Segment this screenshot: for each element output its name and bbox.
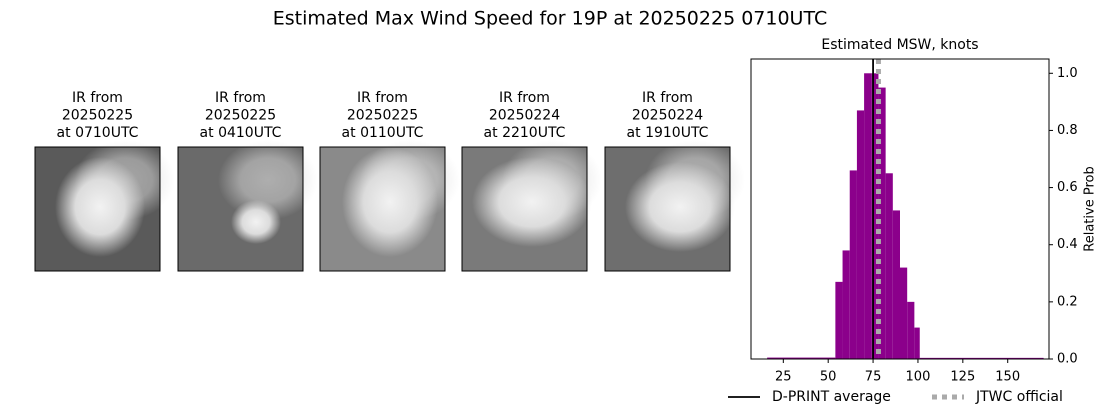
satellite-image xyxy=(461,140,602,272)
panel-label: IR from xyxy=(72,90,123,106)
histogram-bar xyxy=(856,110,865,359)
y-tick-label: 0.0 xyxy=(1057,352,1078,367)
histogram-bar xyxy=(864,73,872,360)
panel-label: 20250225 xyxy=(205,108,276,124)
y-tick-label: 1.0 xyxy=(1057,66,1078,81)
satellite-image xyxy=(34,140,175,272)
x-tick-label: 150 xyxy=(995,370,1020,385)
y-tick-label: 0.2 xyxy=(1057,294,1078,309)
cloud-mass xyxy=(231,200,281,244)
panel-label: 20250225 xyxy=(347,108,418,124)
histogram-bar xyxy=(900,267,908,359)
x-tick-label: 75 xyxy=(865,370,882,385)
panel-label: at 0410UTC xyxy=(200,125,282,141)
cloud-mass xyxy=(472,157,592,247)
x-tick-label: 25 xyxy=(775,370,792,385)
x-tick-label: 125 xyxy=(950,370,975,385)
panel-label: 20250225 xyxy=(62,108,133,124)
histogram-bar xyxy=(849,170,857,359)
image-frame xyxy=(34,146,161,272)
panel-label: IR from xyxy=(357,90,408,106)
histogram-bar xyxy=(842,250,850,359)
y-tick-label: 0.6 xyxy=(1057,180,1078,195)
chart-title: Estimated MSW, knots xyxy=(821,37,978,53)
histogram-bar xyxy=(885,173,893,359)
histogram-bar xyxy=(767,357,836,359)
histogram-bar xyxy=(878,87,886,360)
histogram-bar xyxy=(871,73,879,360)
panel-label: IR from xyxy=(215,90,266,106)
image-frame xyxy=(177,146,304,272)
figure-title: Estimated Max Wind Speed for 19P at 2025… xyxy=(273,8,827,30)
panel-label: IR from xyxy=(642,90,693,106)
image-frame xyxy=(461,146,588,272)
histogram-bar xyxy=(835,281,843,359)
panel-label: IR from xyxy=(499,90,550,106)
legend-label: JTWC official xyxy=(975,389,1063,405)
panel-label: 20250224 xyxy=(489,108,560,124)
image-haze xyxy=(218,140,318,220)
panel-label: at 1910UTC xyxy=(627,125,709,141)
x-tick-label: 50 xyxy=(820,370,837,385)
plot-frame xyxy=(750,58,1050,360)
cloud-mass xyxy=(342,147,438,257)
satellite-image xyxy=(319,140,460,272)
x-tick-label: 100 xyxy=(906,370,931,385)
cloud-mass xyxy=(55,157,145,257)
histogram-bar xyxy=(919,357,1044,359)
cloud-mass xyxy=(625,162,735,252)
panel-label: 20250224 xyxy=(632,108,703,124)
histogram-bar xyxy=(907,301,915,359)
histogram-bar xyxy=(914,327,920,359)
image-frame xyxy=(604,146,731,272)
legend-label: D-PRINT average xyxy=(772,389,891,405)
satellite-image xyxy=(604,140,745,272)
image-frame xyxy=(319,146,446,272)
panel-label: at 0710UTC xyxy=(57,125,139,141)
histogram-bar xyxy=(892,210,900,359)
y-tick-label: 0.4 xyxy=(1057,237,1078,252)
panel-label: at 0110UTC xyxy=(342,125,424,141)
panel-label: at 2210UTC xyxy=(484,125,566,141)
satellite-image xyxy=(177,140,318,272)
y-axis-label: Relative Prob xyxy=(1083,166,1098,251)
y-tick-label: 0.8 xyxy=(1057,123,1078,138)
